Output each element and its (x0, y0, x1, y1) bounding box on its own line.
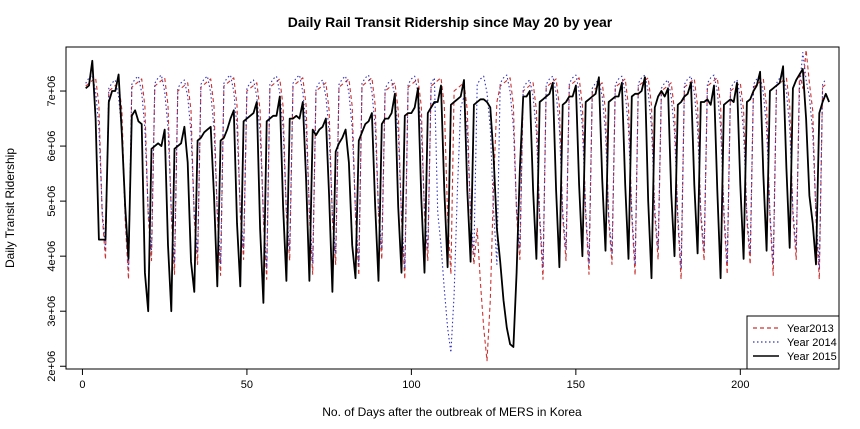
legend-label-2013: Year2013 (787, 323, 834, 335)
y-tick-label: 4e+06 (46, 241, 58, 272)
series-line-2 (85, 59, 830, 348)
x-tick-label: 150 (567, 379, 585, 391)
y-axis-label: Daily Transit Ridership (3, 148, 17, 268)
x-tick-label: 50 (241, 379, 253, 391)
series-line-0 (85, 49, 827, 362)
x-tick-label: 200 (731, 379, 749, 391)
series-layer (85, 49, 830, 362)
x-tick-label: 0 (79, 379, 85, 391)
y-tick-label: 2e+06 (46, 351, 58, 382)
series-line-1 (85, 51, 827, 354)
y-tick-label: 5e+06 (46, 186, 58, 217)
legend-label-2014: Year 2014 (787, 337, 837, 349)
plot-frame (65, 46, 840, 370)
x-axis-label: No. of Days after the outbreak of MERS i… (322, 405, 582, 419)
y-tick-label: 7e+06 (46, 76, 58, 107)
y-tick-label: 6e+06 (46, 131, 58, 162)
y-axis: 2e+06 3e+06 4e+06 5e+06 6e+06 7e+06 (46, 76, 66, 382)
x-tick-label: 100 (402, 379, 420, 391)
chart-title: Daily Rail Transit Ridership since May 2… (288, 14, 613, 30)
legend: Year2013 Year 2014 Year 2015 (746, 315, 840, 370)
x-axis: 0 50 100 150 200 (79, 369, 749, 391)
y-tick-label: 3e+06 (46, 296, 58, 327)
legend-label-2015: Year 2015 (787, 351, 837, 363)
